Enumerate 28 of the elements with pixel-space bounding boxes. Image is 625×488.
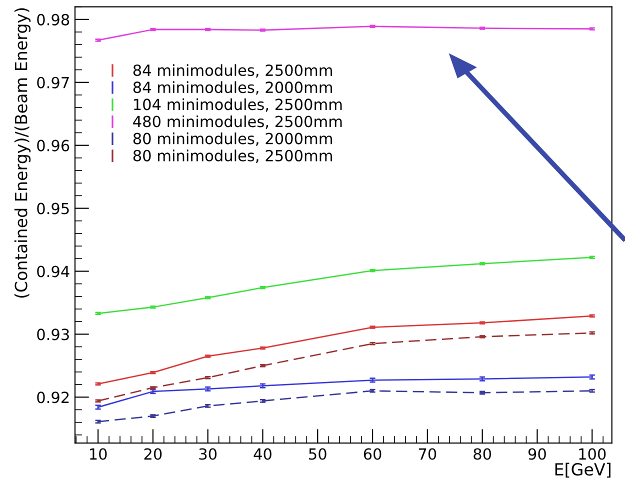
y-tick-label: 0.98 bbox=[37, 14, 70, 26]
legend-label: 80 minimodules, 2500mm bbox=[133, 150, 332, 163]
y-tick-label: 0.92 bbox=[37, 392, 69, 404]
legend-label: 480 minimodules, 2500mm bbox=[133, 115, 342, 129]
x-tick-label: 50 bbox=[309, 448, 326, 460]
y-tick-label: 0.94 bbox=[37, 266, 70, 278]
line-series bbox=[97, 26, 593, 41]
x-tick-label: 80 bbox=[474, 448, 492, 460]
x-tick-label: 100 bbox=[579, 448, 606, 460]
x-tick-label: 40 bbox=[254, 448, 272, 460]
y-tick-label: 0.93 bbox=[37, 328, 69, 340]
y-tick-label: 0.97 bbox=[37, 76, 69, 88]
x-tick-label: 60 bbox=[364, 448, 382, 460]
legend-label: 80 minimodules, 2000mm bbox=[133, 132, 332, 146]
line-series bbox=[97, 256, 593, 314]
legend-label: 84 minimodules, 2500mm bbox=[133, 64, 332, 78]
y-tick-label: 0.95 bbox=[37, 202, 69, 214]
x-tick-label: 20 bbox=[144, 448, 162, 460]
y-tick-label: 0.96 bbox=[37, 140, 70, 152]
x-axis-title: E[GeV] bbox=[555, 462, 610, 478]
x-tick-label: 30 bbox=[199, 448, 217, 460]
legend-label: 84 minimodules, 2000mm bbox=[133, 81, 332, 95]
legend-label: 104 minimodules, 2500mm bbox=[134, 98, 342, 112]
x-tick-label: 70 bbox=[418, 448, 436, 460]
x-tick-label: 10 bbox=[90, 448, 107, 460]
y-axis-title: (Contained Energy)/(Beam Energy) bbox=[14, 8, 31, 298]
line-series bbox=[97, 315, 593, 385]
x-tick-label: 90 bbox=[528, 448, 546, 460]
